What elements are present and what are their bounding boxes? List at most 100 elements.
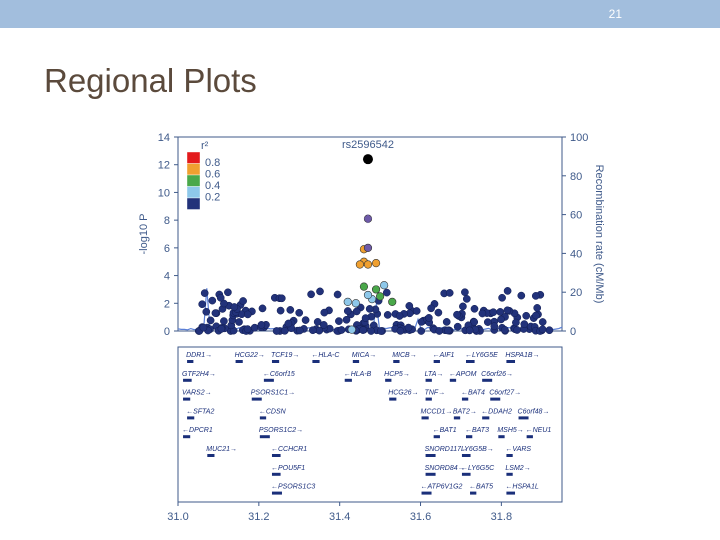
gene-label: ←VARS xyxy=(505,446,531,453)
snp-point xyxy=(284,319,293,328)
gene-label: TNF→ xyxy=(425,390,446,397)
snp-point xyxy=(257,321,266,329)
snp-point-high-ld xyxy=(343,297,352,307)
gene-exon-mark xyxy=(271,360,280,363)
snp-point xyxy=(276,306,285,315)
gene-exon-mark xyxy=(470,491,477,495)
snp-point xyxy=(230,303,239,311)
gene-label: MSH5→ xyxy=(497,427,523,434)
snp-point xyxy=(522,311,531,320)
gene-label: ←DDAH2 xyxy=(481,408,512,415)
gene-label: ←BAT3 xyxy=(465,427,489,434)
snp-point xyxy=(453,322,462,331)
snp-point xyxy=(320,308,329,317)
snp-point xyxy=(224,288,232,297)
gene-label: HCG26→ xyxy=(388,390,418,397)
snp-point xyxy=(532,311,540,320)
gene-exon-mark xyxy=(506,454,513,457)
snp-point xyxy=(239,297,247,305)
snp-point xyxy=(272,327,281,335)
snp-point xyxy=(489,308,498,317)
snp-point xyxy=(199,323,208,332)
gene-label: C6orf26→ xyxy=(481,371,513,378)
gene-label: ←BAT5 xyxy=(469,484,493,491)
snp-point-high-ld xyxy=(363,260,373,269)
legend-swatch xyxy=(186,174,201,187)
gene-exon-mark xyxy=(263,378,274,382)
snp-point xyxy=(545,326,554,335)
snp-point xyxy=(200,289,209,297)
snp-point xyxy=(461,288,469,297)
gene-label: ←C6orf15 xyxy=(263,371,295,378)
snp-point xyxy=(503,306,512,315)
legend-label: 0.2 xyxy=(205,192,220,204)
snp-point xyxy=(395,312,404,320)
gene-exon-mark xyxy=(490,397,501,401)
gene-exon-mark xyxy=(352,360,360,363)
snp-point xyxy=(220,317,228,325)
snp-point xyxy=(216,293,225,302)
snp-point xyxy=(217,325,226,333)
gene-label: ←APOM xyxy=(449,371,477,378)
snp-point xyxy=(412,307,421,315)
x-tick-label: 31.4 xyxy=(329,511,350,523)
snp-point-diamond xyxy=(363,214,372,224)
snp-point xyxy=(503,287,512,295)
gene-label: MUC21→ xyxy=(206,446,237,453)
gene-exon-mark xyxy=(425,472,436,476)
snp-point xyxy=(342,315,351,324)
slide-title: Regional Plots xyxy=(44,62,257,99)
snp-point xyxy=(280,326,289,335)
gene-label: ←LY6G5E xyxy=(465,352,498,359)
gene-exon-mark xyxy=(385,378,392,382)
gene-exon-mark xyxy=(187,416,195,420)
gene-label: TCF19→ xyxy=(271,352,299,359)
gene-exon-mark xyxy=(312,360,320,363)
x-tick-label: 31.0 xyxy=(167,511,188,523)
gene-exon-mark xyxy=(421,491,432,495)
snp-point xyxy=(308,326,317,335)
gene-label: ←SFTA2 xyxy=(186,408,214,415)
snp-point xyxy=(500,325,509,334)
gene-label: DDR1→ xyxy=(186,352,212,359)
y-tick-label: 0 xyxy=(164,326,170,338)
lead-snp-label: rs2596542 xyxy=(342,139,394,151)
y-axis-label: -log10 P xyxy=(138,214,150,255)
snp-point xyxy=(453,310,461,319)
snp-point xyxy=(277,294,286,303)
snp-point xyxy=(427,304,435,313)
gene-exon-mark xyxy=(498,435,505,439)
gene-exon-mark xyxy=(506,360,516,363)
legend-title: r² xyxy=(201,140,209,152)
gene-label: PSORS1C1→ xyxy=(251,390,295,397)
snp-point xyxy=(404,323,413,332)
snp-point xyxy=(417,327,426,335)
gene-exon-mark xyxy=(393,360,400,363)
snp-point xyxy=(462,295,471,303)
gene-exon-mark xyxy=(389,397,397,401)
gene-exon-mark xyxy=(183,378,192,382)
legend-label: 0.8 xyxy=(205,157,220,169)
gene-exon-mark xyxy=(482,378,493,382)
y2-tick-label: 40 xyxy=(570,248,582,260)
legend-swatch xyxy=(186,163,201,176)
gene-label: C6orf48→ xyxy=(518,408,550,415)
x-tick-label: 31.6 xyxy=(410,511,431,523)
snp-point xyxy=(343,307,352,315)
gene-label: MICA→ xyxy=(352,352,377,359)
snp-point xyxy=(337,326,346,334)
snp-point xyxy=(307,290,315,299)
snp-point xyxy=(442,318,451,326)
gene-label: MCCD1→ xyxy=(421,408,453,415)
y2-tick-label: 60 xyxy=(570,210,582,222)
gene-exon-mark xyxy=(259,416,267,420)
gene-exon-mark xyxy=(506,472,513,476)
gene-exon-mark xyxy=(461,472,471,476)
y-tick-label: 8 xyxy=(164,215,170,227)
gene-exon-mark xyxy=(449,378,457,382)
y2-tick-label: 20 xyxy=(570,287,582,299)
gene-label: ←BAT1 xyxy=(433,427,457,434)
y2-tick-label: 0 xyxy=(570,326,576,338)
snp-point xyxy=(470,304,479,313)
slide-top-bar: 21 xyxy=(0,0,720,28)
